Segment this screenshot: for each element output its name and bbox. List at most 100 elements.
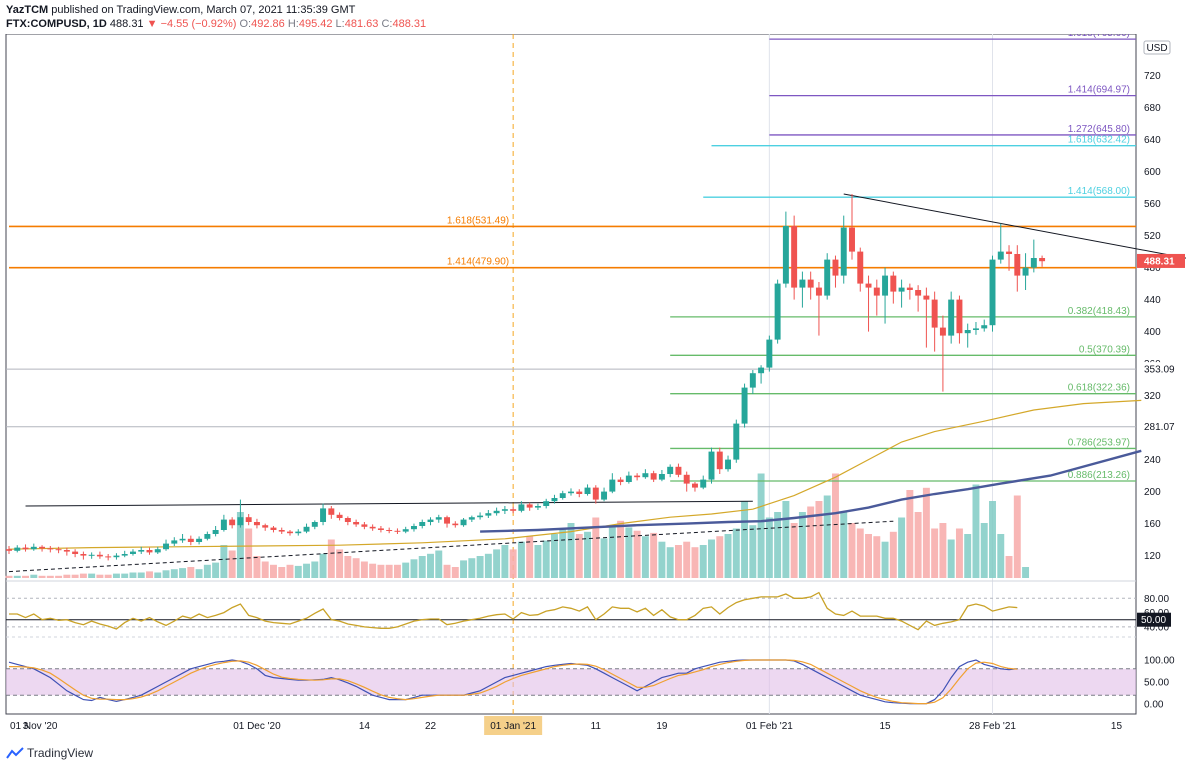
candle[interactable] (212, 526, 219, 537)
candle[interactable] (815, 282, 822, 336)
candle[interactable] (849, 194, 855, 260)
candle[interactable] (658, 470, 665, 482)
candle[interactable] (534, 503, 541, 510)
candle[interactable] (890, 271, 897, 304)
candle[interactable] (485, 510, 492, 518)
candle[interactable] (63, 547, 70, 556)
candle[interactable] (187, 535, 194, 546)
candle[interactable] (691, 482, 698, 492)
candle[interactable] (667, 464, 674, 478)
currency-badge[interactable] (1143, 40, 1171, 55)
candle[interactable] (526, 502, 533, 511)
candle[interactable] (625, 471, 632, 484)
candle[interactable] (898, 279, 905, 308)
candle[interactable] (278, 527, 285, 534)
candle[interactable] (369, 524, 376, 531)
chart-area[interactable]: 1.618(765.60)1.414(694.97)1.272(645.80)1… (0, 34, 1186, 740)
candle[interactable] (253, 518, 260, 529)
candle[interactable] (229, 517, 236, 529)
candle[interactable] (791, 215, 798, 300)
candle[interactable] (129, 549, 136, 556)
candle[interactable] (468, 515, 475, 522)
candle[interactable] (39, 545, 46, 552)
candle[interactable] (981, 319, 988, 332)
candle[interactable] (766, 335, 773, 372)
candle[interactable] (749, 370, 756, 394)
candle[interactable] (700, 475, 707, 490)
candle[interactable] (741, 383, 748, 428)
candle[interactable] (832, 255, 839, 288)
candle[interactable] (1022, 253, 1029, 290)
candle[interactable] (725, 455, 732, 472)
candle[interactable] (96, 551, 103, 559)
candle[interactable] (444, 515, 451, 528)
candle[interactable] (344, 516, 351, 526)
candle[interactable] (799, 271, 806, 308)
candle[interactable] (824, 253, 831, 300)
tradingview-logo[interactable]: TradingView (6, 746, 93, 760)
candle[interactable] (716, 447, 723, 474)
candle[interactable] (460, 518, 467, 527)
candle[interactable] (204, 531, 211, 541)
candle[interactable] (113, 553, 120, 560)
candle[interactable] (989, 255, 996, 332)
candle[interactable] (906, 283, 913, 300)
candle[interactable] (807, 271, 814, 300)
candle[interactable] (220, 514, 227, 532)
publisher-name[interactable]: YazTCM (6, 4, 49, 16)
candle[interactable] (146, 547, 153, 555)
candle[interactable] (245, 514, 252, 526)
candle[interactable] (14, 545, 21, 553)
candle[interactable] (1039, 255, 1046, 267)
candle[interactable] (303, 523, 310, 534)
candle[interactable] (642, 469, 649, 479)
candle[interactable] (865, 275, 872, 332)
candle[interactable] (237, 499, 244, 528)
candle[interactable] (782, 211, 789, 288)
candle[interactable] (915, 285, 922, 312)
candle[interactable] (419, 519, 426, 529)
candle[interactable] (88, 552, 95, 559)
candle[interactable] (617, 477, 624, 486)
candle[interactable] (6, 546, 12, 554)
candle[interactable] (427, 517, 434, 526)
candle[interactable] (551, 494, 558, 504)
candle[interactable] (1014, 245, 1021, 292)
candle[interactable] (386, 527, 393, 534)
candle[interactable] (997, 223, 1004, 264)
candle[interactable] (320, 503, 327, 526)
candle[interactable] (477, 512, 484, 520)
candle[interactable] (923, 287, 930, 348)
candle[interactable] (452, 521, 459, 528)
candle[interactable] (683, 471, 690, 492)
candle[interactable] (634, 473, 641, 481)
candle[interactable] (964, 323, 971, 348)
candle[interactable] (518, 501, 525, 513)
candle[interactable] (948, 291, 955, 344)
candle[interactable] (30, 543, 37, 551)
candle[interactable] (873, 279, 880, 316)
candle[interactable] (138, 546, 145, 554)
candle[interactable] (47, 546, 54, 553)
candle[interactable] (22, 544, 29, 552)
candle[interactable] (196, 536, 203, 545)
candle[interactable] (163, 539, 170, 551)
candle[interactable] (576, 489, 583, 498)
candle[interactable] (80, 551, 87, 560)
candle[interactable] (328, 506, 335, 519)
candle[interactable] (377, 526, 384, 533)
candle[interactable] (733, 419, 740, 463)
candle[interactable] (882, 267, 889, 324)
candle[interactable] (55, 546, 62, 554)
candle[interactable] (287, 530, 293, 536)
candle[interactable] (840, 215, 847, 284)
candle[interactable] (939, 315, 946, 392)
candle[interactable] (609, 473, 616, 494)
candle[interactable] (758, 365, 765, 384)
candle[interactable] (501, 506, 508, 514)
candle[interactable] (311, 520, 318, 530)
candle[interactable] (270, 526, 277, 533)
candle[interactable] (171, 537, 178, 546)
candle[interactable] (179, 534, 186, 543)
candle[interactable] (1030, 239, 1037, 273)
